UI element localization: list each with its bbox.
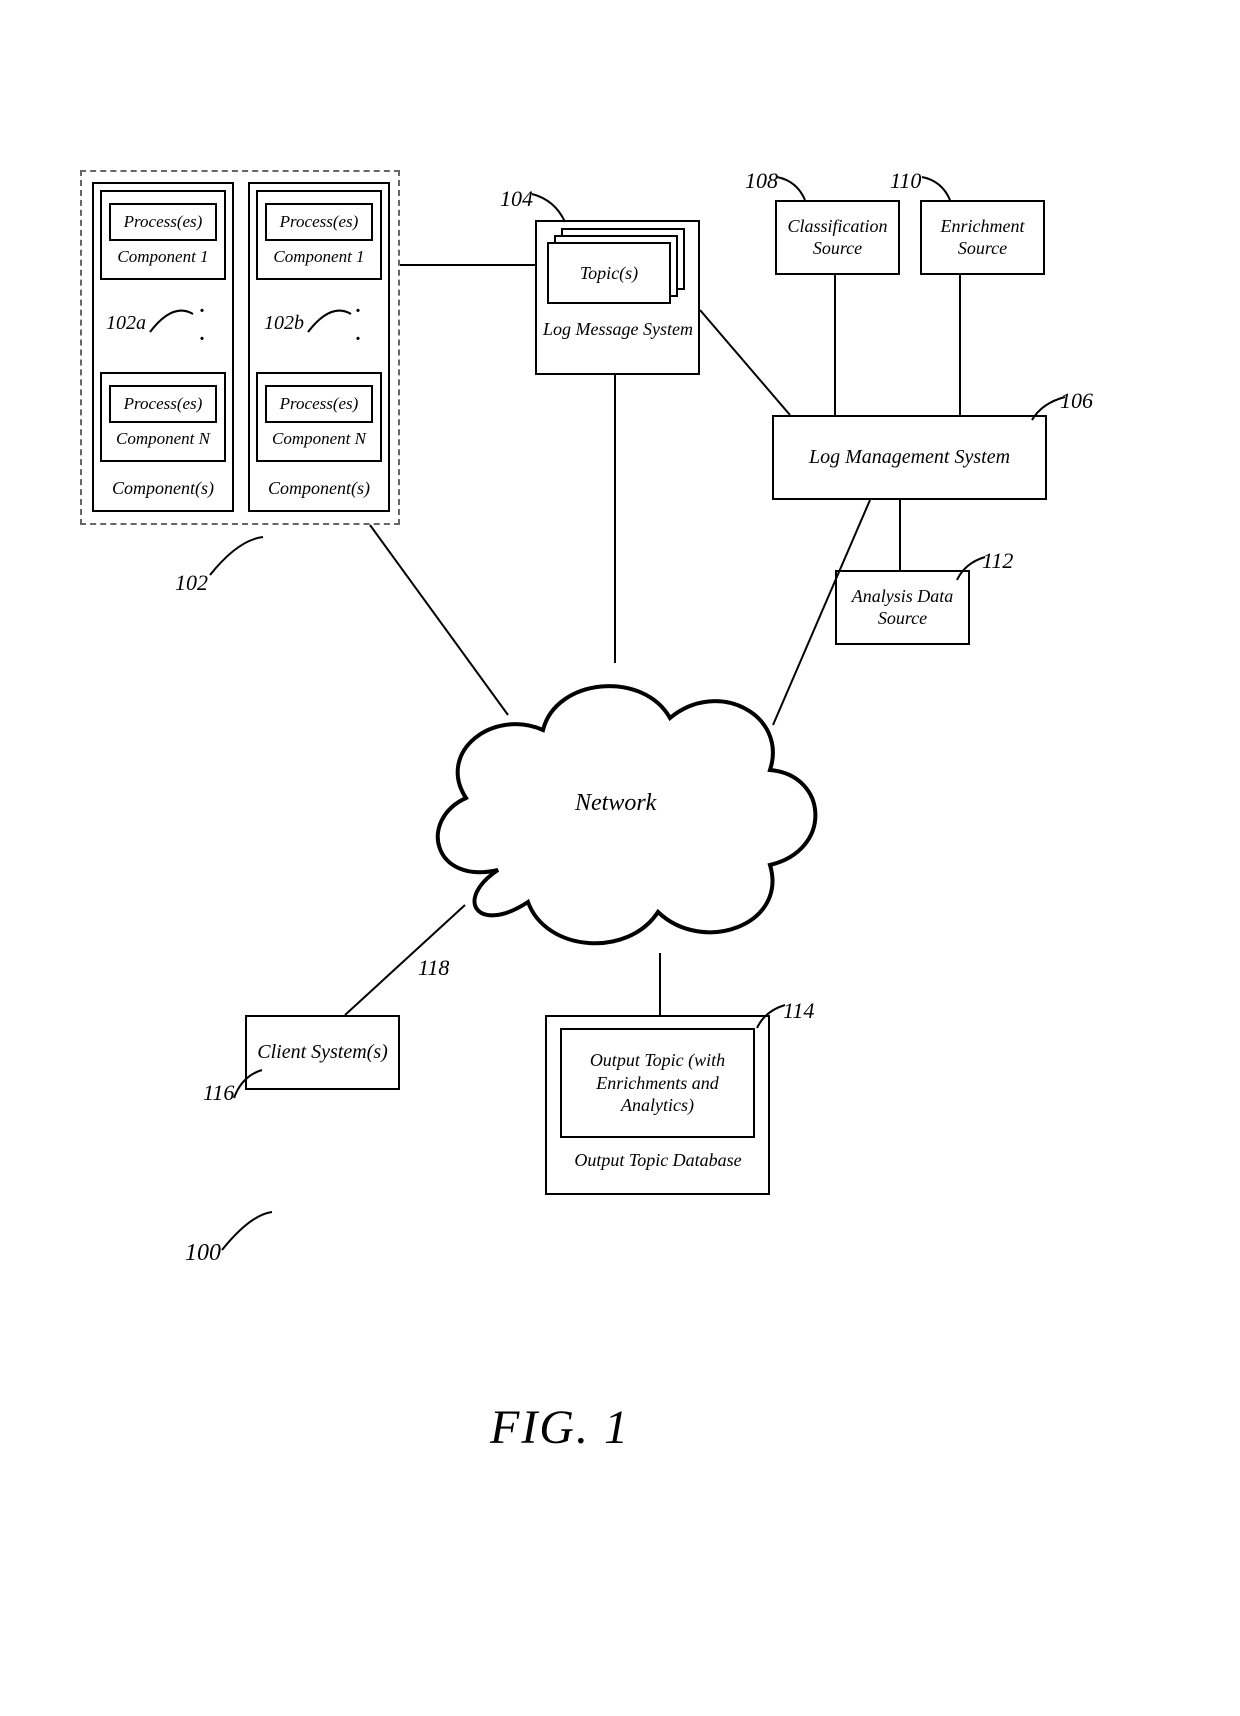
components-a-label: Component(s) [100,478,226,499]
components-b-label: Component(s) [256,478,382,499]
hook-104 [530,192,570,227]
hook-112 [955,555,990,585]
hook-102a [148,302,198,342]
ref-102: 102 [175,570,208,596]
comp-a-n-proc: Process(es) [109,385,217,423]
comp-b-n-proc: Process(es) [265,385,373,423]
ref-102a: 102a [106,312,146,335]
ref-104: 104 [500,186,533,212]
log-management-system: Log Management System [772,415,1047,500]
comp-a-1: Process(es) Component 1 [100,190,226,280]
ref-network: 118 [418,955,449,981]
diagram-canvas: Network 118 Process(es) Component 1 .. P… [0,0,1240,1716]
comp-b-1-label: Component 1 [273,247,364,267]
comp-b-1: Process(es) Component 1 [256,190,382,280]
hook-108 [775,175,810,205]
ref-116: 116 [203,1080,234,1106]
comp-b-1-proc: Process(es) [265,203,373,241]
comp-b-n: Process(es) Component N [256,372,382,462]
ref-102b: 102b [264,312,304,335]
topic-stack-1: Topic(s) [547,242,671,304]
classification-source: Classification Source [775,200,900,275]
figure-label: FIG. 1 [490,1400,630,1455]
log-message-label: Log Message System [538,318,698,341]
comp-a-1-proc: Process(es) [109,203,217,241]
hook-100 [220,1210,275,1255]
comp-a-n-label: Component N [116,429,210,449]
output-topic-db-label: Output Topic Database [548,1150,768,1171]
ref-110: 110 [890,168,921,194]
comp-a-1-label: Component 1 [117,247,208,267]
client-systems: Client System(s) [245,1015,400,1090]
comp-a-n: Process(es) Component N [100,372,226,462]
output-topic-inner: Output Topic (with Enrichments and Analy… [560,1028,755,1138]
hook-106 [1030,395,1070,425]
network-label: Network [575,790,656,817]
analysis-data-source: Analysis Data Source [835,570,970,645]
hook-110 [920,175,955,205]
ref-100: 100 [185,1240,221,1267]
hook-116 [232,1068,267,1103]
hook-102 [208,535,268,580]
hook-102b [306,302,356,342]
hook-114 [755,1003,790,1033]
comp-b-n-label: Component N [272,429,366,449]
enrichment-source: Enrichment Source [920,200,1045,275]
ref-108: 108 [745,168,778,194]
